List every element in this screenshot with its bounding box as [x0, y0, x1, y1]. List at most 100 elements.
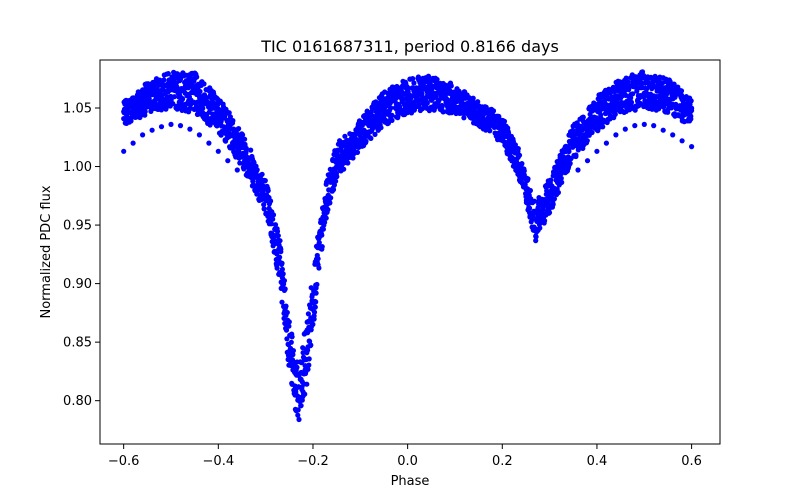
x-tick-label: 0.4 [587, 454, 608, 469]
data-point [461, 115, 467, 121]
data-point [578, 123, 584, 129]
outlier-point [679, 138, 685, 144]
data-point [425, 73, 432, 79]
outlier-point [168, 121, 174, 127]
data-point [279, 266, 285, 272]
y-axis: 0.80 0.85 0.90 0.95 1.00 1.05 [63, 102, 100, 409]
data-point [197, 88, 203, 95]
outlier-point [641, 121, 647, 127]
data-point [410, 76, 416, 82]
data-point [628, 99, 635, 105]
data-point [688, 98, 694, 104]
data-point [268, 198, 274, 204]
data-point [567, 160, 573, 166]
outlier-point [187, 126, 193, 132]
data-point [305, 366, 311, 372]
data-point [434, 76, 440, 83]
data-point [345, 160, 351, 166]
outlier-point [149, 127, 155, 133]
outlier-point [603, 140, 610, 146]
y-tick-label: 0.85 [63, 336, 92, 351]
x-axis: −0.6 −0.4 −0.2 0.0 0.2 0.4 0.6 [108, 444, 702, 469]
data-point [678, 92, 685, 98]
outlier-point [575, 167, 581, 173]
data-point [439, 103, 445, 109]
data-point [334, 174, 340, 180]
data-point [389, 117, 395, 123]
data-point [519, 161, 525, 167]
outlier-point [670, 132, 676, 138]
data-point [315, 256, 321, 262]
data-point [501, 118, 508, 124]
data-point [440, 109, 446, 115]
outlier-point [140, 132, 146, 138]
data-point [240, 132, 246, 138]
data-point [310, 321, 316, 327]
data-point [475, 99, 481, 105]
data-point [313, 290, 319, 296]
data-point [294, 364, 300, 370]
data-point [537, 225, 543, 231]
data-point [290, 348, 296, 354]
data-point [625, 79, 631, 85]
data-point [521, 168, 527, 174]
outlier-point [613, 132, 619, 138]
data-point [242, 141, 248, 147]
data-point [316, 240, 322, 246]
data-point [626, 87, 632, 93]
x-tick-label: −0.2 [297, 454, 329, 469]
y-tick-label: 0.90 [63, 277, 92, 292]
chart-title: TIC 0161687311, period 0.8166 days [260, 37, 559, 56]
data-point [327, 200, 333, 206]
data-point [295, 412, 301, 418]
data-point [278, 246, 284, 252]
data-point [531, 198, 538, 204]
data-point [248, 147, 254, 153]
data-point [368, 135, 374, 141]
data-point [589, 129, 595, 136]
data-point [161, 77, 167, 83]
data-point [280, 271, 286, 277]
data-point [288, 339, 294, 345]
data-point [142, 109, 148, 115]
data-point [319, 232, 325, 238]
data-point [389, 112, 395, 118]
data-point [330, 187, 337, 193]
data-point [201, 81, 207, 87]
data-point [274, 228, 281, 234]
data-point [300, 350, 306, 356]
data-point [319, 244, 325, 250]
data-point [290, 352, 296, 358]
data-point [580, 114, 586, 120]
outlier-point [651, 123, 657, 129]
data-point [313, 299, 319, 305]
data-point [311, 309, 318, 315]
data-point [274, 251, 280, 257]
data-point [325, 207, 331, 213]
data-point [316, 265, 322, 271]
data-point [283, 303, 289, 309]
data-point [323, 215, 329, 221]
data-point [559, 179, 565, 185]
data-point [649, 106, 655, 112]
data-point [314, 281, 320, 288]
data-point [274, 265, 280, 271]
data-point [262, 178, 268, 184]
data-point [533, 238, 539, 244]
outlier-point [121, 148, 127, 154]
data-point [261, 206, 267, 212]
data-point [306, 362, 312, 368]
data-point [230, 118, 236, 124]
data-point [570, 127, 576, 134]
data-point [542, 218, 548, 224]
x-tick-label: −0.6 [108, 454, 140, 469]
data-point [286, 323, 292, 329]
data-point [516, 152, 523, 158]
data-point [342, 133, 348, 139]
data-point [270, 216, 276, 222]
data-point [490, 108, 497, 114]
outlier-point [196, 132, 202, 138]
data-point [388, 105, 394, 111]
data-point [200, 105, 206, 111]
